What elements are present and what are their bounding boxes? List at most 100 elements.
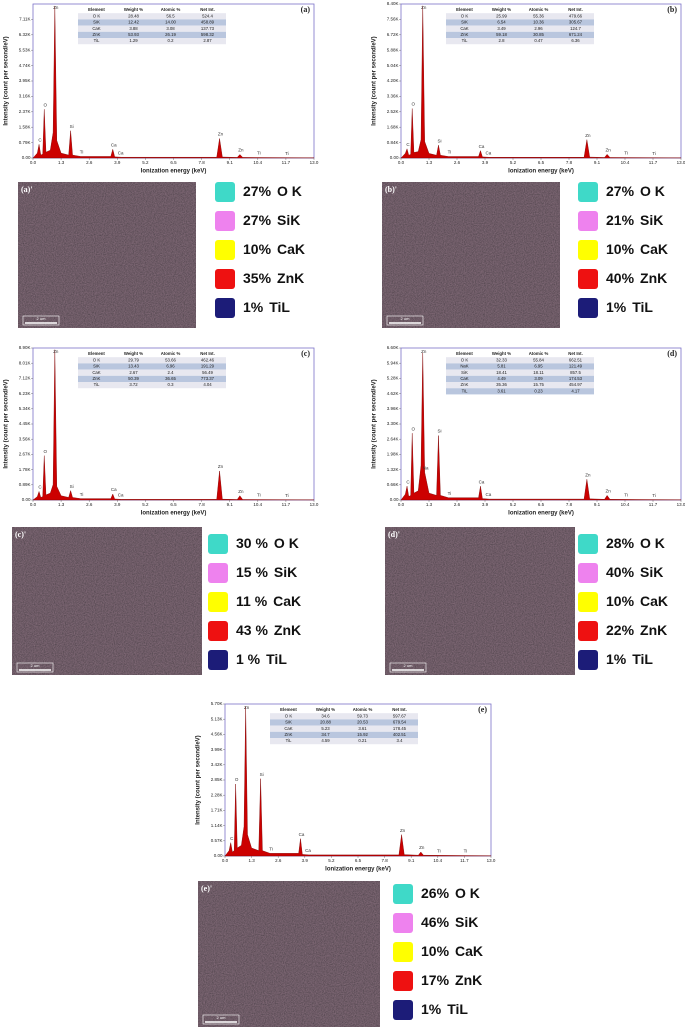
panel-label: (d) — [667, 349, 677, 358]
table-cell: 13.43 — [128, 364, 139, 369]
legend-element: TiL — [632, 651, 653, 667]
spectrum — [400, 352, 682, 501]
map-texture — [198, 881, 380, 1027]
peak-label: O — [411, 102, 415, 107]
y-tick-label: 0.00 — [390, 497, 399, 502]
x-tick-label: 5.2 — [510, 502, 517, 507]
legend-swatch — [578, 182, 598, 202]
table-cell: 5.81 — [497, 364, 506, 369]
table-cell: 6.95 — [534, 364, 543, 369]
peak-label: Zn — [218, 464, 224, 469]
spectrum — [32, 349, 315, 501]
table-cell: TiL — [462, 38, 468, 43]
table-cell: 36.65 — [165, 376, 176, 381]
table-cell: 18.41 — [496, 370, 507, 375]
peak-label: C — [38, 485, 42, 490]
y-tick-label: 5.94K — [387, 360, 399, 365]
x-tick-label: 0.0 — [30, 502, 37, 507]
x-tick-label: 1.3 — [426, 502, 433, 507]
legend-element: CaK — [273, 593, 301, 609]
table-cell: 3.61 — [358, 726, 367, 731]
table-header: Weight % — [492, 351, 511, 356]
y-tick-label: 2.52K — [387, 109, 399, 114]
legend-swatch — [215, 240, 235, 260]
legend-percent: 1 % — [236, 651, 261, 667]
table-cell: 4.49 — [497, 376, 506, 381]
table-cell: 30.85 — [533, 32, 544, 37]
peak-label: Zn — [421, 5, 427, 10]
legend-entry: 1% TiL — [606, 299, 653, 315]
table-row — [78, 375, 226, 382]
table-cell: 773.37 — [201, 376, 215, 381]
table-header: Element — [88, 351, 105, 356]
panel-label: (a) — [301, 5, 311, 14]
table-cell: ZnK — [285, 732, 293, 737]
table-cell: TiL — [462, 388, 468, 393]
table-row — [78, 363, 226, 370]
peak-label: Ca — [111, 142, 117, 147]
peak-label: C — [230, 836, 234, 841]
y-tick-label: 7.11K — [19, 17, 30, 22]
y-tick-label: 5.53K — [19, 47, 31, 52]
legend-entry: 27% O K — [606, 183, 665, 199]
peak-label: Ca — [479, 144, 485, 149]
panel-label: (e) — [478, 705, 487, 714]
x-tick-label: 6.5 — [538, 160, 545, 165]
peak-label: Zn — [53, 5, 59, 10]
legend-percent: 10% — [606, 241, 635, 257]
peak-label: Ca — [118, 150, 124, 155]
table-cell: 15.75 — [533, 382, 544, 387]
y-tick-label: 0.57K — [211, 838, 223, 843]
table-cell: TiL — [94, 38, 100, 43]
x-axis-title: Ionization energy (keV) — [508, 169, 574, 175]
table-cell: CaK — [284, 726, 292, 731]
table-row — [78, 38, 226, 45]
table-header: Element — [280, 707, 297, 712]
legend-swatch — [208, 621, 228, 641]
legend-percent: 26% — [421, 885, 450, 901]
legend-swatch — [393, 913, 413, 933]
table-cell: 0.3 — [168, 382, 175, 387]
legend-swatch — [578, 563, 598, 583]
legend-swatch — [208, 650, 228, 670]
legend-entry: 27% O K — [243, 183, 302, 199]
table-cell: 0.47 — [534, 38, 543, 43]
map-label: (e)' — [201, 884, 212, 893]
peak-label: Ti — [624, 493, 628, 498]
table-header: Element — [88, 7, 105, 12]
peak-label: Ti — [80, 150, 84, 155]
legend-swatch — [208, 534, 228, 554]
legend-entry: 11 % CaK — [236, 593, 301, 609]
table-cell: 0.2 — [168, 38, 175, 43]
y-tick-label: 4.62K — [387, 391, 399, 396]
peak-label: Ti — [257, 493, 261, 498]
table-cell: 479.66 — [569, 13, 583, 18]
x-tick-label: 9.1 — [408, 858, 415, 863]
table-row — [446, 19, 594, 26]
y-tick-label: 0.79K — [19, 140, 31, 145]
legend-swatch — [215, 182, 235, 202]
x-axis-title: Ionization energy (keV) — [141, 511, 207, 517]
table-cell: 10.36 — [533, 20, 544, 25]
legend-entry: 17% ZnK — [421, 972, 482, 988]
table-cell: 55.84 — [533, 357, 544, 362]
legend-element: O K — [274, 535, 299, 551]
table-cell: 174.53 — [569, 376, 583, 381]
table-row — [270, 713, 418, 720]
table-header: Weight % — [124, 351, 143, 356]
table-cell: 3.4 — [397, 738, 404, 743]
y-tick-label: 1.32K — [387, 467, 399, 472]
table-header: Atomic % — [529, 351, 549, 356]
table-cell: 2.8 — [499, 38, 506, 43]
table-header: Atomic % — [161, 351, 181, 356]
scale-box — [22, 315, 60, 326]
x-tick-label: 3.9 — [482, 160, 489, 165]
table-header: Element — [456, 7, 473, 12]
legend-element: O K — [640, 535, 665, 551]
table-cell: ZnK — [461, 382, 469, 387]
table-header: Net Int. — [568, 351, 583, 356]
table-cell: 29.79 — [128, 357, 139, 362]
y-axis-title: Intensity (count per second/eV) — [196, 735, 202, 824]
table-cell: 124.7 — [570, 26, 581, 31]
table-header: Net Int. — [568, 7, 583, 12]
